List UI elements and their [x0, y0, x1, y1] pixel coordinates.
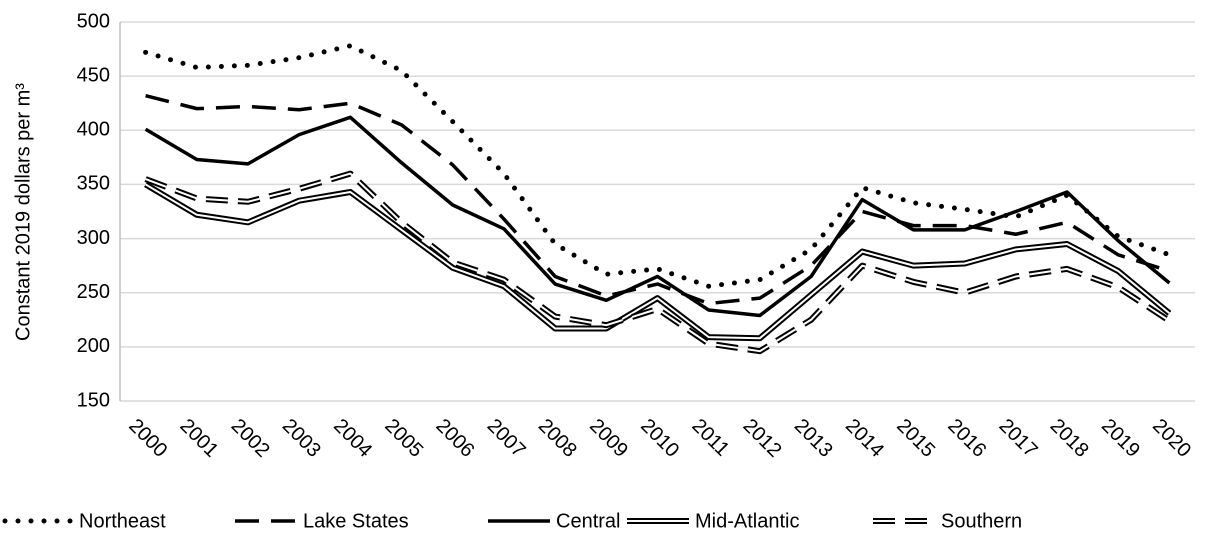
x-tick-label: 2006: [431, 415, 478, 462]
x-tick-label: 2013: [790, 415, 837, 462]
x-tick-label: 2016: [943, 415, 990, 462]
y-tick-label: 400: [77, 119, 110, 141]
x-tick-label: 2008: [534, 415, 581, 462]
x-tick-label: 2011: [687, 415, 733, 461]
series-line-inner: [145, 172, 1170, 353]
x-tick-label: 2001: [176, 415, 223, 462]
x-tick-label: 2018: [1046, 415, 1093, 462]
legend-item: Lake States: [235, 510, 409, 532]
x-tick-label: 2017: [995, 415, 1042, 462]
series-line: [144, 181, 1172, 342]
x-tick-label: 2009: [585, 415, 632, 462]
legend-label: Mid-Atlantic: [695, 510, 799, 532]
legend-label: Northeast: [79, 510, 166, 532]
x-tick-label: 2000: [124, 415, 171, 462]
x-tick-label: 2012: [739, 415, 786, 462]
y-tick-label: 450: [77, 64, 110, 86]
legend-item: Mid-Atlantic: [627, 510, 799, 532]
series-line: [145, 93, 1170, 306]
series-line: [144, 115, 1171, 318]
legend-label: Central: [556, 510, 620, 532]
x-tick-label: 2007: [483, 415, 530, 462]
legend-item: Southern: [873, 510, 1022, 532]
legend-item: Northeast: [2, 510, 166, 532]
x-tick-label: 2019: [1097, 415, 1144, 462]
series-line-inner: [145, 183, 1171, 340]
x-tick-label: 2005: [380, 415, 427, 462]
y-tick-label: 300: [77, 227, 110, 249]
y-tick-label: 250: [77, 281, 110, 303]
x-tick-label: 2002: [227, 415, 274, 462]
legend-label: Lake States: [303, 510, 409, 532]
y-tick-label: 150: [77, 389, 110, 411]
x-tick-label: 2020: [1148, 415, 1195, 462]
x-tick-label: 2004: [329, 415, 376, 462]
x-tick-label: 2010: [636, 415, 683, 462]
x-tick-label: 2003: [278, 415, 325, 462]
y-tick-label: 350: [77, 173, 110, 195]
x-tick-label: 2015: [892, 415, 939, 462]
y-tick-label: 500: [77, 10, 110, 32]
series-line: [143, 43, 1172, 289]
legend-item: Central: [488, 510, 620, 532]
x-tick-label: 2014: [841, 415, 888, 462]
y-tick-label: 200: [77, 335, 110, 357]
legend-label: Southern: [941, 510, 1022, 532]
y-axis-label: Constant 2019 dollars per m³: [12, 83, 34, 341]
